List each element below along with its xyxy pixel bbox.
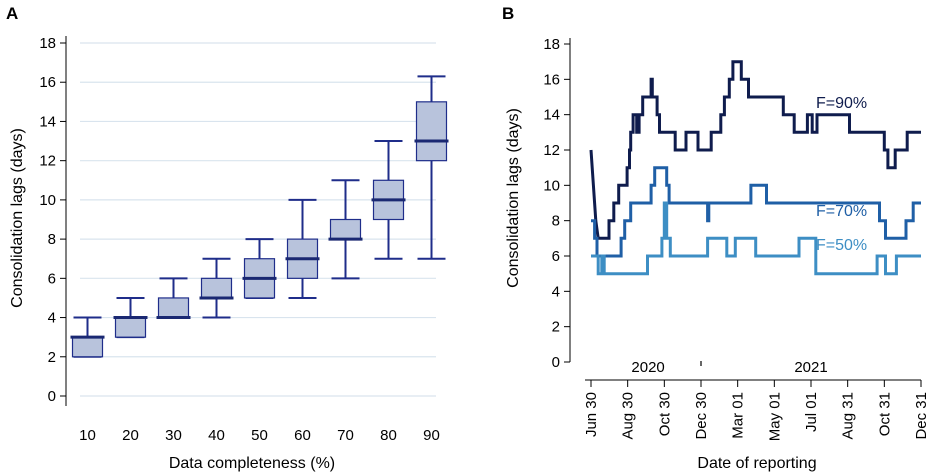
panel-b-x-tick-label: Oct 31 bbox=[876, 392, 893, 436]
boxplot-50 bbox=[242, 238, 277, 299]
panel-a-x-tick-label: 90 bbox=[423, 427, 440, 444]
panel-b-x-tick-label: Jun 30 bbox=[583, 392, 600, 437]
panel-a-y-tick-label: 16 bbox=[39, 74, 56, 91]
series-label-50: F=50% bbox=[816, 237, 867, 254]
panel-a-y-ticks: 0 2 4 6 8 10 12 14 16 18 bbox=[39, 35, 66, 405]
panel-a-y-tick-label: 10 bbox=[39, 192, 56, 209]
panel-b-x-tick-label: Dec 31 bbox=[913, 392, 930, 440]
panel-b-y-tick-label: 18 bbox=[543, 36, 560, 53]
series-label-70: F=70% bbox=[816, 203, 867, 220]
panel-b-x-tick-label: Oct 30 bbox=[656, 392, 673, 436]
panel-b-y-tick-label: 14 bbox=[543, 107, 560, 124]
boxplot-70 bbox=[328, 179, 363, 280]
panel-a-x-tick-label: 80 bbox=[380, 427, 397, 444]
panel-a-y-title: Consolidation lags (days) bbox=[9, 128, 26, 308]
panel-b-letter: B bbox=[502, 4, 514, 23]
box-iqr bbox=[71, 336, 104, 358]
boxplot-20 bbox=[113, 296, 148, 339]
panel-b-y-tick-label: 4 bbox=[552, 283, 560, 300]
panel-b-x-tick-label: Dec 30 bbox=[693, 392, 710, 440]
panel-b-x-tick-label: May 01 bbox=[766, 392, 783, 441]
series-line-70 bbox=[591, 166, 921, 258]
panel-a-x-tick-label: 50 bbox=[251, 427, 268, 444]
panel-a-x-ticks: 10 20 30 40 50 60 70 80 90 bbox=[79, 427, 440, 444]
panel-b-year-labels: 2020 2021 bbox=[631, 359, 827, 376]
boxplot-40 bbox=[199, 257, 234, 319]
panel-b-y-tick-label: 6 bbox=[552, 248, 560, 265]
box-iqr bbox=[200, 277, 233, 299]
panel-a-x-tick-label: 40 bbox=[208, 427, 225, 444]
panel-a-y-tick-label: 0 bbox=[48, 388, 56, 405]
panel-a-x-tick-label: 70 bbox=[337, 427, 354, 444]
panel-a-y-tick-label: 4 bbox=[48, 310, 56, 327]
panel-a-y-tick-label: 2 bbox=[48, 349, 56, 366]
panel-b-series-labels: F=90% F=70% F=50% bbox=[816, 95, 867, 254]
panel-a-x-title: Data completeness (%) bbox=[169, 455, 335, 472]
panel-b-x-title: Date of reporting bbox=[697, 455, 816, 472]
boxplot-80 bbox=[371, 140, 406, 260]
panel-a-y-tick-label: 8 bbox=[48, 231, 56, 248]
panel-b-x-tick-label: Aug 30 bbox=[620, 392, 637, 440]
panel-a-y-tick-label: 14 bbox=[39, 113, 56, 130]
panel-a-y-tick-label: 6 bbox=[48, 270, 56, 287]
boxplot-30 bbox=[156, 277, 191, 320]
panel-a-y-tick-label: 18 bbox=[39, 35, 56, 52]
panel-b-y-ticks: 0 2 4 6 8 10 12 14 16 18 bbox=[543, 36, 570, 371]
panel-a-y-tick-label: 12 bbox=[39, 153, 56, 170]
panel-a-boxplots bbox=[70, 75, 449, 358]
boxplot-60 bbox=[285, 198, 320, 299]
boxplot-90 bbox=[414, 75, 449, 260]
box-iqr bbox=[415, 101, 448, 162]
panel-b-y-tick-label: 0 bbox=[552, 354, 560, 371]
panel-b-y-tick-label: 8 bbox=[552, 213, 560, 230]
panel-b-y-tick-label: 12 bbox=[543, 142, 560, 159]
box-iqr bbox=[329, 218, 362, 240]
panel-a-x-tick-label: 60 bbox=[294, 427, 311, 444]
panel-a-x-tick-label: 10 bbox=[79, 427, 96, 444]
panel-b-x-tick-label: Mar 01 bbox=[730, 392, 747, 439]
panel-b-x-tick-label: Jul 01 bbox=[803, 392, 820, 432]
panel-b-y-title: Consolidation lags (days) bbox=[505, 108, 522, 288]
panel-a-x-tick-label: 30 bbox=[165, 427, 182, 444]
series-label-90: F=90% bbox=[816, 95, 867, 112]
panel-a-letter: A bbox=[6, 4, 18, 23]
panel-b-x-ticks: Jun 30 Aug 30 Oct 30 Dec 30 Mar 01 May 01 Jul … bbox=[583, 380, 930, 441]
series-line-90 bbox=[589, 60, 921, 240]
box-iqr bbox=[114, 316, 147, 338]
box-iqr bbox=[157, 297, 190, 319]
panel-a-x-tick-label: 20 bbox=[122, 427, 139, 444]
panel-b-series bbox=[589, 60, 921, 276]
panel-a: A 0 2 4 6 8 10 12 14 16 18 10 20 30 40 50 60 70 80 90 Dat… bbox=[6, 4, 449, 472]
boxplot-10 bbox=[70, 316, 105, 358]
series-line-50 bbox=[591, 201, 921, 276]
panel-b-x-tick-label: Aug 31 bbox=[840, 392, 857, 440]
panel-b-y-tick-label: 10 bbox=[543, 177, 560, 194]
year-label: 2021 bbox=[794, 359, 827, 376]
panel-b-y-tick-label: 2 bbox=[552, 319, 560, 336]
year-label: 2020 bbox=[631, 359, 664, 376]
panel-b-y-tick-label: 16 bbox=[543, 71, 560, 88]
